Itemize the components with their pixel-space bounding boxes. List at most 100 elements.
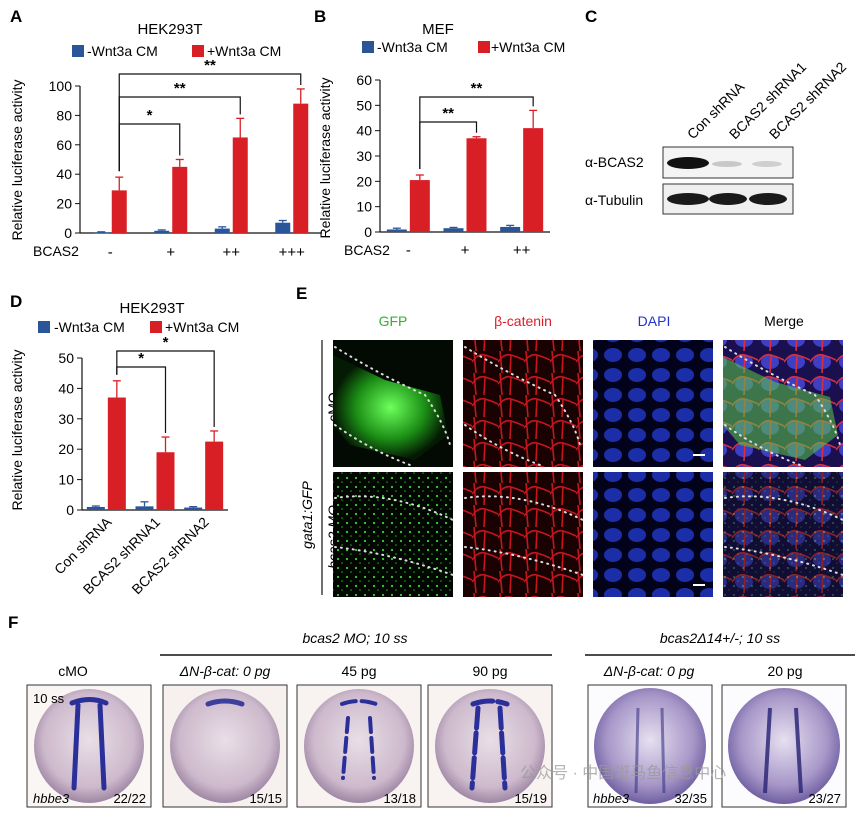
chart-title: MEF [422,21,454,38]
panel-f-embryos: F bcas2 MO; 10 ss bcas2Δ14+/-; 10 ss cMO… [8,613,855,808]
scale-bar [693,454,705,456]
band-tubulin-sh2 [749,193,787,205]
panel-a-label: A [10,7,22,26]
legend-swatch-plus [478,41,490,53]
embryo-count: 15/19 [514,791,547,806]
y-tick-label: 100 [49,78,73,94]
gfp-cell-region [333,355,448,460]
cell-outline-dots [724,346,841,466]
y-tick-label: 80 [56,107,72,123]
micrograph-bcas2mo-catenin [463,472,583,597]
embryo-count: 23/27 [808,791,841,806]
bar-minus-wnt3a [86,506,105,510]
bar-minus-wnt3a [443,228,464,232]
hbbe3-stripes [469,698,510,791]
legend-swatch-minus [72,45,84,57]
embryo-count: 13/18 [383,791,416,806]
bar-minus-wnt3a [500,226,521,232]
panel-c-western: C Con shRNA BCAS2 shRNA1 BCAS2 shRNA2 α-… [585,7,849,215]
merge-gfp-region [723,357,838,460]
chart-title: HEK293T [119,300,184,317]
y-tick-label: 50 [356,97,372,113]
y-tick-label: 30 [58,411,74,427]
bar-plus-wnt3a [156,452,175,510]
band-bcas2-sh2 [752,161,782,167]
x-category-label: - [406,242,411,259]
cell-outline-dots [464,346,581,466]
hbbe3-stripes [763,707,803,794]
band-bcas2-sh1 [712,161,742,167]
significance-mark: * [163,334,169,351]
panel-d-label: D [10,292,22,311]
legend-swatch-minus [362,41,374,53]
bar-plus-wnt3a [172,166,188,233]
x-category-label: ++ [222,244,240,261]
chart-title: HEK293T [137,21,202,38]
significance-mark: ** [471,80,483,97]
bar-plus-wnt3a [205,441,224,510]
band-bcas2-con [667,157,709,169]
y-axis-label: Relative luciferase activity [9,79,25,240]
bar-plus-wnt3a [293,103,309,233]
band-tubulin-sh1 [709,193,747,205]
y-tick-label: 10 [58,472,74,488]
significance-mark: ** [442,105,454,122]
embryo-top-label: 90 pg [472,663,507,679]
bar-minus-wnt3a [214,228,230,233]
cell-outline-dots [464,495,584,576]
embryo-count: 32/35 [674,791,707,806]
significance-mark: ** [174,80,186,97]
micrograph-bcas2mo-dapi [593,472,713,597]
panel-a-chart: A HEK293T -Wnt3a CM +Wnt3a CM Relative l… [9,7,322,261]
y-tick-label: 40 [356,123,372,139]
significance-mark: * [138,350,144,367]
legend-swatch-plus [150,321,162,333]
x-category-label: - [108,244,113,261]
band-tubulin-con [667,193,709,205]
y-tick-label: 20 [58,441,74,457]
significance-mark: * [147,107,153,124]
bcas2-row-label: BCAS2 [344,242,390,258]
significance-bracket [116,350,215,427]
y-tick-label: 50 [58,350,74,366]
significance-bracket [419,96,534,169]
legend-swatch-minus [38,321,50,333]
significance-bracket [118,73,302,172]
y-tick-label: 0 [64,225,72,241]
x-category-label: + [166,244,175,261]
y-tick-label: 60 [56,137,72,153]
legend-label-minus: -Wnt3a CM [87,43,158,59]
embryo-top-label: ΔN-β-cat: 0 pg [603,663,695,679]
panel-c-label: C [585,7,597,26]
embryo-top-label: cMO [58,663,88,679]
legend-swatch-plus [192,45,204,57]
col-label-dapi: DAPI [638,313,671,329]
scale-bar [693,584,705,586]
legend-label-plus: +Wnt3a CM [207,43,281,59]
hbbe3-stripes [634,707,666,794]
embryo-body [304,689,414,803]
y-axis-label: Relative luciferase activity [317,77,333,238]
bar-minus-wnt3a [386,229,407,232]
bar-plus-wnt3a [232,137,248,233]
y-axis-label: Relative luciferase activity [9,349,25,510]
side-label-gata1: gata1:GFP [299,480,315,548]
embryo-body [728,688,840,804]
micrograph-cmo-catenin [463,340,583,467]
gene-label: hbbe3 [593,791,630,806]
cell-outline-dots [334,495,454,576]
embryo-body [34,689,144,803]
bar-plus-wnt3a [466,138,487,232]
x-category-label: +++ [279,244,306,261]
group2-title: bcas2Δ14+/-; 10 ss [660,630,780,646]
row-label-tubulin: α-Tubulin [585,192,643,208]
panel-e-label: E [296,285,307,303]
embryo-top-label: ΔN-β-cat: 0 pg [179,663,271,679]
micrograph-bcas2mo-gfp [333,472,453,597]
group1-title: bcas2 MO; 10 ss [302,630,407,646]
y-tick-label: 0 [66,502,74,518]
y-tick-label: 40 [58,380,74,396]
hbbe3-stripes [205,698,245,707]
embryo-count: 15/15 [249,791,282,806]
